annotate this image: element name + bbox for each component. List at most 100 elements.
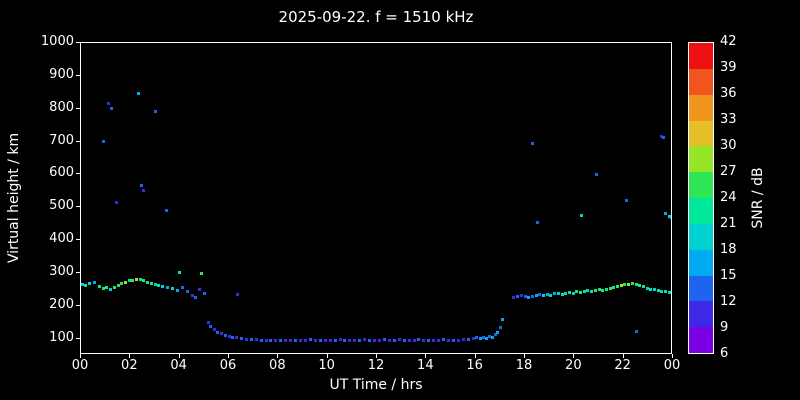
data-point bbox=[234, 336, 238, 340]
data-point bbox=[363, 338, 367, 342]
colorbar-segment bbox=[689, 43, 713, 69]
x-tick-mark bbox=[622, 354, 624, 358]
colorbar-tick-label: 33 bbox=[720, 112, 737, 127]
data-point bbox=[656, 289, 660, 293]
data-point bbox=[123, 280, 127, 284]
data-point bbox=[269, 338, 273, 342]
y-tick-mark bbox=[76, 239, 80, 241]
colorbar-tick-label: 36 bbox=[720, 86, 737, 101]
colorbar-tick-label: 30 bbox=[720, 138, 737, 153]
data-point bbox=[178, 271, 182, 275]
data-point bbox=[137, 92, 141, 96]
data-point bbox=[120, 281, 124, 285]
colorbar bbox=[688, 42, 714, 354]
data-point bbox=[553, 292, 557, 296]
y-tick-mark bbox=[76, 74, 80, 76]
data-point bbox=[313, 338, 317, 342]
data-point bbox=[664, 211, 668, 215]
y-tick-mark bbox=[76, 337, 80, 339]
data-point bbox=[318, 339, 322, 343]
data-point bbox=[582, 290, 586, 294]
colorbar-tick-label: 9 bbox=[720, 320, 729, 335]
colorbar-segment bbox=[689, 223, 713, 250]
data-point bbox=[493, 333, 497, 337]
data-point bbox=[88, 281, 92, 285]
data-point bbox=[185, 290, 189, 294]
x-tick-mark bbox=[277, 354, 279, 358]
data-point bbox=[216, 330, 220, 334]
data-point bbox=[98, 285, 101, 289]
data-point bbox=[112, 285, 116, 289]
y-tick-label: 100 bbox=[49, 329, 74, 345]
data-point bbox=[308, 338, 312, 342]
y-tick-mark bbox=[76, 206, 80, 208]
data-point bbox=[487, 334, 491, 338]
data-point bbox=[274, 339, 278, 343]
data-point bbox=[135, 277, 138, 281]
data-point bbox=[294, 339, 298, 343]
data-point bbox=[146, 280, 150, 284]
x-tick-mark bbox=[178, 354, 180, 358]
x-tick-label: 06 bbox=[219, 358, 237, 373]
colorbar-segment bbox=[689, 146, 713, 173]
data-point bbox=[516, 295, 520, 299]
data-point bbox=[595, 172, 599, 176]
data-point bbox=[106, 102, 110, 106]
colorbar-segment bbox=[689, 301, 713, 328]
data-point bbox=[590, 290, 594, 294]
y-tick-label: 200 bbox=[49, 296, 74, 312]
data-point bbox=[662, 136, 666, 140]
y-tick-mark bbox=[76, 107, 80, 109]
data-point bbox=[481, 335, 485, 339]
chart-title: 2025-09-22. f = 1510 kHz bbox=[278, 8, 474, 26]
data-point bbox=[116, 283, 120, 287]
y-tick-label: 600 bbox=[49, 165, 74, 181]
data-point bbox=[534, 294, 538, 298]
data-point bbox=[157, 283, 161, 287]
data-point bbox=[149, 281, 153, 285]
x-tick-label: 18 bbox=[515, 358, 533, 373]
data-point bbox=[571, 291, 575, 295]
data-point bbox=[564, 292, 568, 296]
data-point bbox=[667, 214, 671, 218]
data-point bbox=[485, 336, 489, 340]
data-point bbox=[601, 289, 605, 293]
colorbar-tick-label: 15 bbox=[720, 268, 737, 283]
data-point bbox=[206, 320, 210, 324]
data-point bbox=[164, 208, 168, 212]
data-point bbox=[437, 338, 441, 342]
data-point bbox=[284, 339, 288, 343]
colorbar-tick-label: 6 bbox=[720, 346, 729, 361]
data-point bbox=[115, 200, 119, 204]
data-point bbox=[139, 184, 143, 188]
x-tick-label: 10 bbox=[318, 358, 335, 373]
data-point bbox=[299, 338, 303, 342]
data-point bbox=[538, 293, 542, 297]
data-point bbox=[142, 279, 146, 283]
data-point bbox=[616, 284, 619, 288]
data-point bbox=[624, 199, 628, 203]
data-point bbox=[612, 285, 616, 289]
data-point bbox=[209, 324, 212, 328]
colorbar-tick-label: 12 bbox=[720, 294, 737, 309]
y-tick-label: 500 bbox=[49, 198, 74, 214]
data-point bbox=[475, 336, 479, 340]
data-point bbox=[254, 338, 258, 342]
colorbar-segment bbox=[689, 249, 713, 276]
data-point bbox=[373, 339, 377, 343]
y-tick-label: 400 bbox=[49, 231, 74, 247]
data-point bbox=[530, 141, 534, 145]
data-point bbox=[279, 338, 283, 342]
x-tick-label: 00 bbox=[663, 358, 681, 373]
data-point bbox=[575, 290, 579, 294]
x-tick-label: 08 bbox=[269, 358, 286, 373]
data-point bbox=[427, 338, 431, 342]
x-tick-label: 04 bbox=[170, 358, 187, 373]
data-point bbox=[93, 281, 97, 285]
data-point bbox=[417, 338, 421, 342]
x-tick-label: 12 bbox=[367, 358, 385, 373]
colorbar-segment bbox=[689, 120, 713, 147]
data-point bbox=[81, 282, 84, 286]
y-tick-label: 1000 bbox=[40, 34, 74, 49]
data-point bbox=[432, 339, 436, 343]
